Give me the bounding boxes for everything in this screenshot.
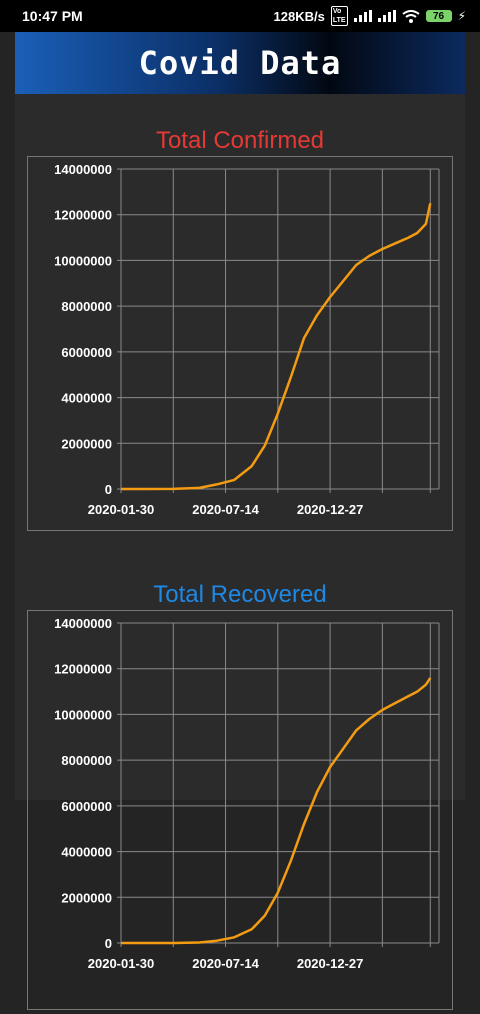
y-tick-label: 12000000 — [54, 208, 112, 223]
x-tick-label: 2020-07-14 — [192, 956, 259, 971]
y-tick-label: 2000000 — [61, 436, 112, 451]
charging-icon: ⚡ — [457, 9, 466, 23]
series-line — [121, 203, 432, 491]
y-tick-label: 10000000 — [54, 707, 112, 722]
y-tick-label: 12000000 — [54, 662, 112, 677]
y-tick-label: 0 — [105, 482, 112, 497]
x-tick-label: 2020-12-27 — [297, 502, 364, 517]
x-tick-label: 2020-01-30 — [88, 956, 155, 971]
content-area[interactable] — [15, 94, 465, 800]
y-tick-label: 6000000 — [61, 799, 112, 814]
app-title: Covid Data — [138, 44, 342, 82]
y-tick-label: 10000000 — [54, 253, 112, 268]
volte-icon: Vo LTE — [330, 6, 348, 26]
wifi-icon — [401, 9, 420, 23]
y-tick-label: 4000000 — [61, 391, 112, 406]
chart-confirmed: 14000000 12000000 10000000 8000000 6000000 40… — [27, 156, 453, 531]
x-tick-label: 2020-12-27 — [297, 956, 364, 971]
y-tick-label: 4000000 — [61, 845, 112, 860]
y-tick-label: 2000000 — [61, 890, 112, 905]
status-icons: 128KB/s Vo LTE 76 ⚡ — [274, 6, 466, 26]
signal-icon-2 — [377, 10, 396, 22]
chart-title-recovered: Total Recovered — [153, 581, 327, 608]
x-tick-label: 2020-07-14 — [192, 502, 259, 517]
network-speed: 128KB/s — [273, 8, 325, 24]
chart-recovered-svg: 14000000 12000000 10000000 8000000 6000000 40… — [54, 616, 440, 971]
series-line — [121, 677, 432, 945]
app-header: Covid Data — [15, 32, 465, 94]
y-tick-label: 8000000 — [61, 299, 112, 314]
y-tick-label: 14000000 — [54, 616, 112, 631]
status-bar: 10:47 PM 128KB/s Vo LTE 76 ⚡ — [0, 0, 480, 32]
battery-icon: 76 — [425, 10, 452, 22]
y-tick-label: 0 — [105, 936, 112, 951]
y-tick-label: 14000000 — [54, 162, 112, 177]
chart-confirmed-svg: 14000000 12000000 10000000 8000000 6000000 40… — [54, 162, 440, 517]
status-time: 10:47 PM — [22, 8, 83, 24]
x-tick-label: 2020-01-30 — [88, 502, 155, 517]
y-tick-label: 8000000 — [61, 753, 112, 768]
signal-icon — [353, 10, 372, 22]
chart-title-confirmed: Total Confirmed — [155, 127, 325, 154]
y-tick-label: 6000000 — [61, 345, 112, 360]
chart-recovered: 14000000 12000000 10000000 8000000 6000000 40… — [27, 610, 453, 1010]
